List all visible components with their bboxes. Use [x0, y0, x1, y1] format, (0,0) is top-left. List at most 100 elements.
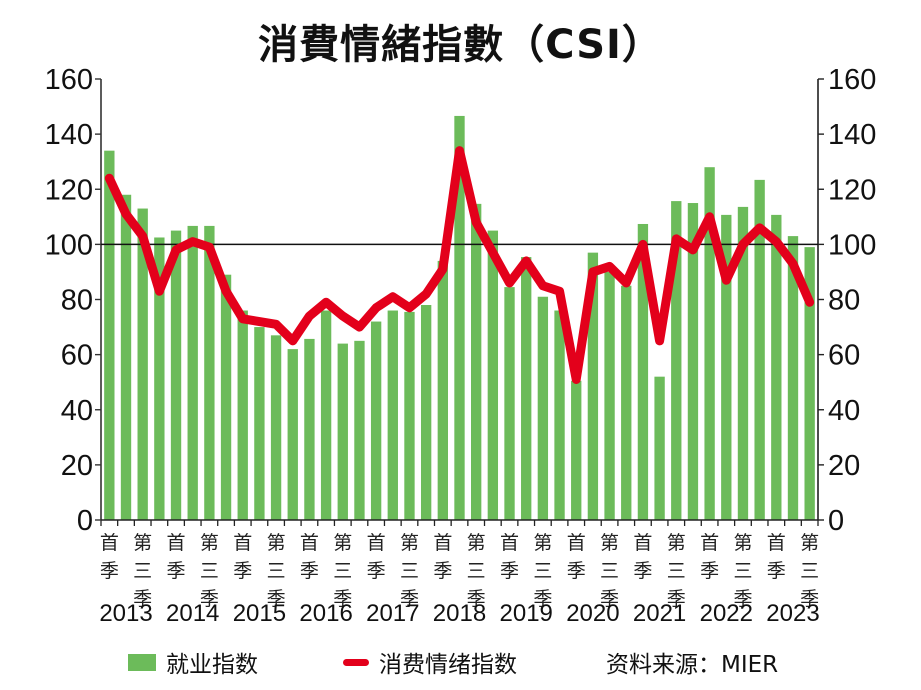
- svg-text:140: 140: [828, 119, 876, 151]
- left-y-axis-ticks: 0 20 40 60 80 100 120 140 160: [45, 64, 101, 537]
- svg-text:首: 首: [167, 532, 186, 554]
- svg-text:第: 第: [467, 532, 486, 554]
- bar: [237, 310, 248, 520]
- svg-text:120: 120: [828, 174, 876, 206]
- svg-text:季: 季: [667, 588, 686, 610]
- bar: [320, 310, 332, 520]
- svg-text:季: 季: [433, 560, 452, 582]
- svg-text:第: 第: [733, 532, 752, 554]
- bar: [154, 237, 165, 520]
- svg-text:季: 季: [467, 588, 486, 610]
- svg-text:三: 三: [400, 560, 419, 582]
- svg-text:季: 季: [333, 588, 352, 610]
- bar: [487, 230, 499, 520]
- bar: [120, 194, 132, 520]
- svg-text:140: 140: [45, 119, 93, 151]
- svg-text:2022: 2022: [700, 600, 753, 627]
- source-label: 资料来源：MIER: [606, 652, 779, 678]
- svg-text:2021: 2021: [633, 600, 686, 627]
- svg-text:季: 季: [300, 560, 319, 582]
- bar: [721, 214, 732, 520]
- svg-text:60: 60: [828, 340, 860, 372]
- svg-text:三: 三: [667, 560, 686, 582]
- legend-label-employment: 就业指数: [166, 652, 258, 678]
- svg-text:季: 季: [767, 560, 786, 582]
- svg-text:三: 三: [133, 560, 152, 582]
- bar: [220, 274, 232, 520]
- svg-text:季: 季: [233, 560, 252, 582]
- svg-text:120: 120: [45, 174, 93, 206]
- bar: [604, 271, 615, 520]
- svg-text:三: 三: [267, 560, 286, 582]
- svg-text:季: 季: [400, 588, 419, 610]
- bar: [787, 236, 799, 520]
- svg-text:首: 首: [300, 532, 319, 554]
- svg-text:2013: 2013: [99, 600, 152, 627]
- svg-text:季: 季: [800, 588, 819, 610]
- svg-text:0: 0: [828, 505, 844, 537]
- svg-text:三: 三: [333, 560, 352, 582]
- svg-text:2019: 2019: [500, 600, 553, 627]
- svg-text:2017: 2017: [366, 600, 419, 627]
- bar: [137, 208, 148, 520]
- bar: [204, 225, 215, 520]
- bar: [187, 225, 198, 520]
- svg-text:2014: 2014: [166, 600, 219, 627]
- svg-text:第: 第: [400, 532, 419, 554]
- bar: [287, 349, 298, 520]
- svg-text:100: 100: [828, 229, 876, 261]
- bar: [671, 201, 682, 520]
- bar: [754, 179, 765, 520]
- svg-text:2018: 2018: [433, 600, 486, 627]
- svg-text:40: 40: [828, 395, 860, 427]
- bar: [737, 206, 749, 520]
- svg-text:季: 季: [533, 588, 552, 610]
- bar: [104, 150, 115, 520]
- svg-text:第: 第: [333, 532, 352, 554]
- svg-text:第: 第: [600, 532, 619, 554]
- svg-text:季: 季: [500, 560, 519, 582]
- bar: [404, 311, 415, 520]
- svg-text:160: 160: [828, 64, 876, 96]
- svg-text:首: 首: [500, 532, 519, 554]
- bar: [654, 376, 665, 520]
- bar: [254, 327, 265, 520]
- chart-title: 消費情緒指數（CSI）: [258, 22, 663, 68]
- legend-item-employment: 就业指数: [128, 645, 258, 679]
- svg-text:20: 20: [61, 450, 93, 482]
- svg-text:季: 季: [133, 588, 152, 610]
- svg-text:100: 100: [45, 229, 93, 261]
- svg-text:季: 季: [367, 560, 386, 582]
- svg-text:第: 第: [533, 532, 552, 554]
- svg-text:季: 季: [567, 560, 586, 582]
- bar: [704, 167, 715, 520]
- svg-text:第: 第: [667, 532, 686, 554]
- svg-text:三: 三: [200, 560, 219, 582]
- bar: [521, 257, 532, 520]
- bar: [304, 338, 315, 520]
- svg-text:第: 第: [133, 532, 152, 554]
- svg-text:季: 季: [167, 560, 186, 582]
- bar: [637, 223, 649, 520]
- bar: [504, 287, 515, 520]
- svg-text:季: 季: [733, 588, 752, 610]
- svg-text:第: 第: [200, 532, 219, 554]
- legend-line-swatch-icon: [343, 658, 369, 666]
- x-axis-labels: 首季第三季首季第三季首季第三季首季第三季首季第三季首季第三季首季第三季首季第三季…: [99, 532, 819, 627]
- svg-text:2020: 2020: [566, 600, 619, 627]
- bar: [554, 310, 565, 520]
- svg-text:首: 首: [233, 532, 252, 554]
- svg-text:2023: 2023: [766, 600, 819, 627]
- svg-text:2015: 2015: [233, 600, 286, 627]
- svg-text:首: 首: [100, 532, 119, 554]
- bar: [354, 340, 365, 520]
- svg-text:首: 首: [433, 532, 452, 554]
- svg-text:0: 0: [77, 505, 93, 537]
- bar: [337, 343, 348, 520]
- svg-text:首: 首: [633, 532, 652, 554]
- bar: [454, 115, 465, 520]
- svg-text:80: 80: [61, 285, 93, 317]
- svg-text:季: 季: [200, 588, 219, 610]
- bar: [687, 203, 699, 520]
- svg-text:三: 三: [600, 560, 619, 582]
